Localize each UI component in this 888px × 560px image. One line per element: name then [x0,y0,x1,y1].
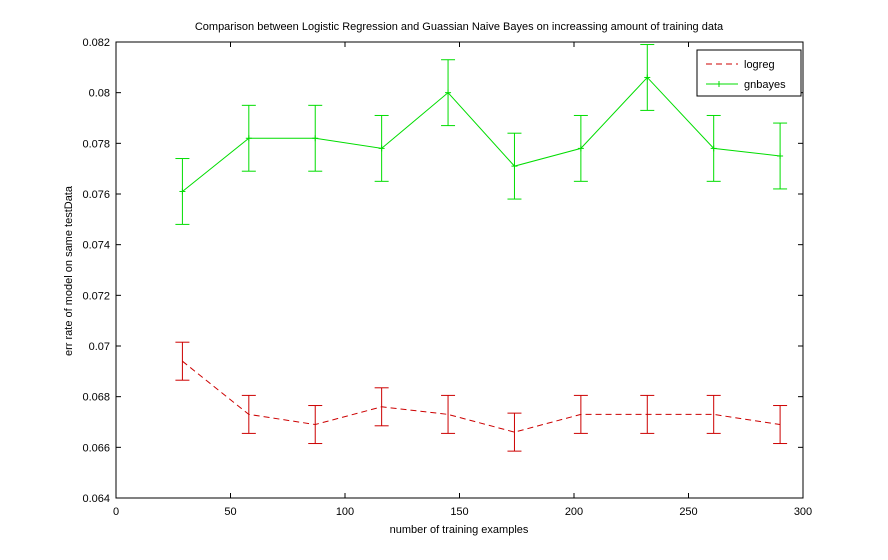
y-tick-label: 0.078 [82,138,110,150]
y-axis: 0.064 0.066 0.068 0.07 0.072 0.074 0.076 0.078 0… [82,37,803,505]
x-tick-label: 50 [224,506,236,518]
x-tick-label: 250 [679,506,697,518]
y-tick-label: 0.08 [89,88,110,100]
legend-label-logreg: logreg [744,59,775,71]
y-tick-label: 0.064 [82,493,110,505]
y-axis-title: err rate of model on same testData [63,185,75,356]
x-tick-label: 300 [794,506,812,518]
chart-title: Comparison between Logistic Regression a… [195,21,724,33]
x-tick-label: 0 [113,506,119,518]
x-tick-label: 100 [336,506,354,518]
y-tick-label: 0.066 [82,442,110,454]
legend: logreg gnbayes [696,49,802,97]
x-tick-label: 150 [450,506,468,518]
x-axis-title: number of training examples [390,524,529,536]
logreg-line [182,360,781,433]
x-axis: 0 50 100 150 200 250 300 [113,42,812,518]
y-tick-label: 0.076 [82,189,110,201]
y-tick-label: 0.068 [82,392,110,404]
y-tick-label: 0.082 [82,37,110,49]
plot-frame [115,41,804,499]
y-tick-label: 0.074 [82,240,110,252]
y-tick-label: 0.07 [89,341,110,353]
x-tick-label: 200 [565,506,583,518]
series-layer [175,44,788,452]
series-gnbayes [175,44,788,225]
gnbayes-line [182,76,781,192]
y-tick-label: 0.072 [82,290,110,302]
legend-label-gnbayes: gnbayes [744,79,786,91]
legend-box [696,49,802,97]
plot-area: 0 50 100 150 200 250 300 0.0640.0660.0680.070.… [82,37,812,518]
series-logreg [175,341,788,452]
